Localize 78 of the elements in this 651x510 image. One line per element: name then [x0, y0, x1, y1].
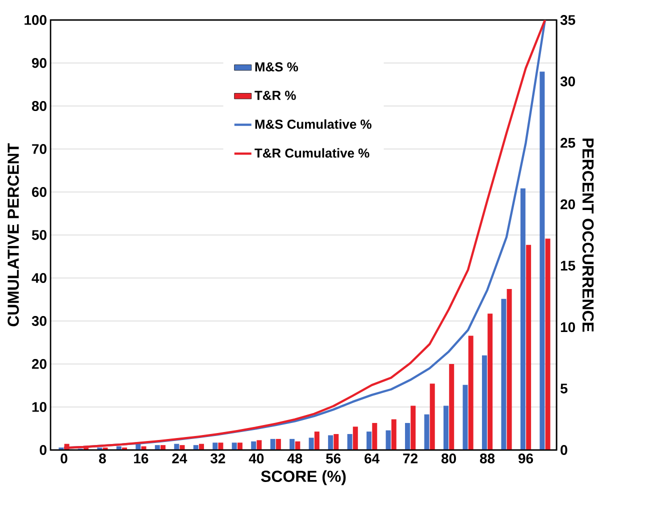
bar — [391, 419, 396, 450]
y2-axis-title: PERCENT OCCURRENCE — [582, 138, 594, 332]
x-tick-label: 16 — [134, 454, 148, 464]
bar — [154, 445, 160, 450]
bar — [276, 438, 281, 450]
x-tick-label: 96 — [518, 454, 534, 464]
x-tick-label: 8 — [99, 454, 106, 464]
y2-tick-label: 30 — [560, 76, 575, 86]
x-tick-label: 0 — [60, 454, 68, 464]
x-axis-title: SCORE (%) — [261, 470, 346, 486]
bar — [372, 422, 378, 450]
y-tick-label: 100 — [24, 15, 46, 25]
bar — [270, 438, 276, 450]
x-tick-label: 56 — [326, 454, 341, 464]
bar — [251, 441, 256, 450]
y-tick-label: 50 — [32, 230, 46, 240]
y-tick-label: 70 — [32, 144, 46, 154]
y-tick-label: 10 — [32, 402, 46, 412]
bar — [328, 435, 334, 450]
x-tick-label: 32 — [210, 454, 226, 464]
legend-label: M&S Cumulative % — [255, 119, 372, 129]
x-tick-label: 80 — [441, 454, 456, 464]
bar — [295, 441, 300, 450]
y2-tick-label: 20 — [560, 199, 575, 210]
bar — [237, 442, 242, 450]
y-tick-label: 30 — [32, 316, 46, 326]
bar — [308, 438, 314, 450]
bar — [334, 434, 339, 450]
legend-label: M&S % — [255, 62, 298, 72]
y2-tick-label: 10 — [560, 322, 575, 332]
legend-label: T&R Cumulative % — [254, 148, 370, 158]
x-tick-label: 48 — [287, 454, 302, 464]
bar — [180, 445, 185, 450]
y-tick-label: 20 — [32, 359, 46, 369]
bar — [443, 406, 448, 450]
bar — [520, 188, 526, 450]
legend-label: T&R % — [254, 90, 296, 100]
bar — [424, 414, 430, 450]
bar — [488, 314, 493, 450]
y-tick-label: 90 — [32, 58, 46, 68]
bar — [193, 445, 198, 450]
y-axis-title: CUMULATIVE PERCENT — [8, 143, 19, 326]
bar — [160, 445, 166, 450]
bar — [218, 442, 224, 450]
bar — [212, 442, 218, 450]
x-tick-label: 72 — [403, 454, 418, 464]
bar — [482, 355, 487, 450]
x-tick-label: 24 — [172, 454, 188, 464]
bar — [405, 422, 410, 450]
y2-tick-label: 0 — [560, 445, 568, 455]
bar — [506, 289, 512, 450]
bar — [430, 384, 435, 450]
y-tick-label: 60 — [32, 187, 46, 197]
bar — [352, 426, 358, 450]
bar — [449, 364, 454, 450]
bar — [386, 430, 391, 450]
bar — [314, 432, 320, 450]
bar — [256, 440, 262, 450]
y2-tick-label: 5 — [560, 384, 568, 394]
x-tick-label: 40 — [248, 454, 264, 464]
x-tick-label: 88 — [480, 454, 495, 464]
y-tick-label: 40 — [32, 273, 46, 283]
y2-tick-label: 15 — [560, 260, 576, 271]
bar — [545, 238, 550, 450]
bar — [468, 336, 474, 450]
bar — [290, 438, 295, 450]
bar — [410, 406, 416, 450]
bar — [462, 384, 468, 450]
bar — [347, 434, 352, 450]
x-tick-label: 64 — [364, 454, 380, 464]
bar — [366, 432, 372, 450]
y-tick-label: 80 — [32, 101, 46, 111]
y-tick-label: 0 — [40, 445, 46, 455]
bar — [526, 244, 532, 450]
y2-tick-label: 25 — [560, 138, 576, 148]
bar — [232, 442, 237, 450]
y2-tick-label: 35 — [560, 15, 576, 25]
bar — [501, 298, 506, 450]
